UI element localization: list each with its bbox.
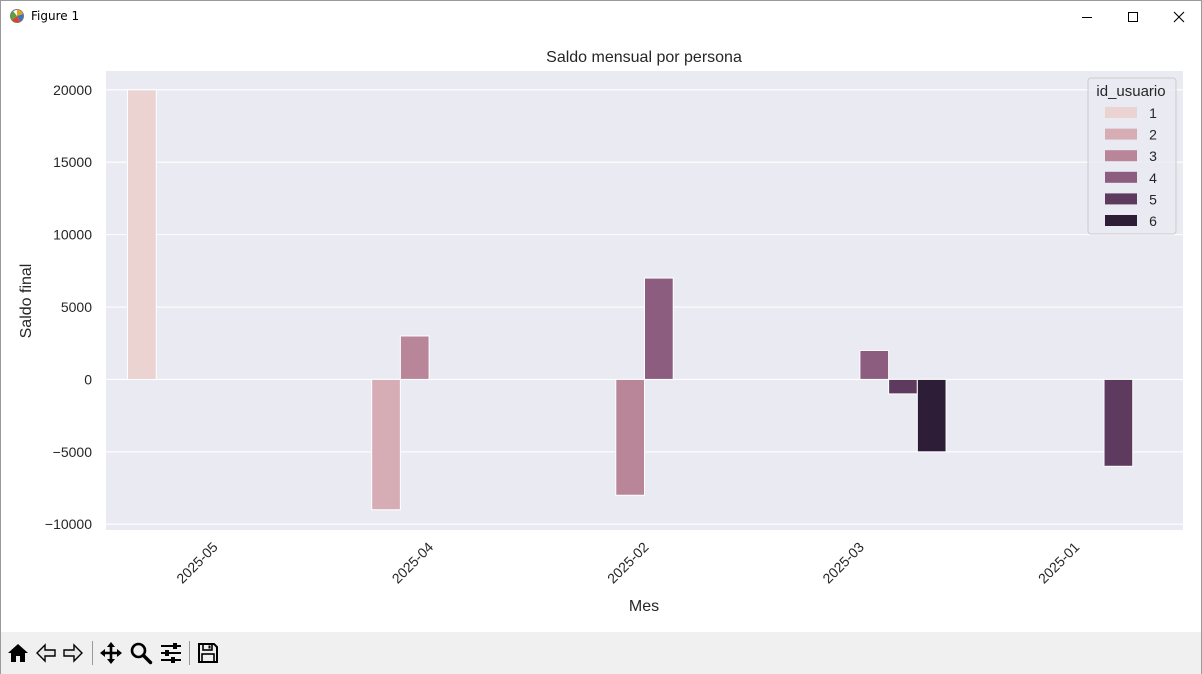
bar-2025-03-usuario-4: [859, 349, 890, 380]
bar-2025-01-usuario-5: [1103, 378, 1134, 467]
matplotlib-icon: [10, 9, 24, 23]
floppy-disk-icon: [198, 643, 218, 663]
bar-2025-04-usuario-2: [371, 378, 401, 511]
legend-swatch: [1105, 193, 1137, 205]
legend: id_usuario 1 2 3 4 5 6: [1087, 77, 1177, 235]
figure-canvas[interactable]: −10000 −5000 0 5000 10000 15000 20000 2025-05 2…: [1, 32, 1201, 632]
title-bar[interactable]: Figure 1: [1, 1, 1201, 32]
minimize-button[interactable]: [1064, 1, 1110, 32]
window-title: Figure 1: [31, 9, 80, 23]
legend-swatch: [1105, 107, 1137, 118]
chart-title: Saldo mensual por persona: [546, 49, 742, 66]
legend-swatch: [1105, 150, 1137, 162]
bar-2025-05-usuario-1: [127, 89, 157, 380]
bar-2025-03-usuario-6: [916, 378, 947, 453]
save-button[interactable]: [195, 640, 221, 666]
pan-button[interactable]: [98, 640, 124, 666]
forward-button[interactable]: [60, 640, 86, 666]
x-tick-label: 2025-02: [604, 539, 652, 587]
y-tick-label: −5000: [53, 444, 93, 460]
bar-2025-04-usuario-3: [399, 335, 430, 380]
y-axis-ticks: −10000 −5000 0 5000 10000 15000 20000: [45, 82, 92, 532]
legend-label: 5: [1149, 191, 1157, 207]
navigation-toolbar: [1, 632, 1201, 674]
legend-label: 4: [1149, 170, 1157, 186]
toolbar-separator: [92, 641, 93, 665]
toolbar-separator: [189, 641, 190, 665]
y-tick-label: 20000: [53, 82, 92, 98]
forward-arrow-icon: [63, 643, 83, 663]
bar-2025-03-usuario-5: [888, 378, 918, 395]
minimize-icon: [1082, 16, 1092, 18]
back-button[interactable]: [33, 640, 59, 666]
sliders-icon: [161, 643, 181, 663]
y-axis-label: Saldo final: [18, 264, 35, 339]
legend-label: 2: [1149, 127, 1157, 143]
configure-subplots-button[interactable]: [158, 640, 184, 666]
move-icon: [100, 642, 122, 664]
x-tick-label: 2025-01: [1035, 539, 1083, 587]
y-tick-label: 5000: [61, 299, 92, 315]
y-tick-label: 0: [84, 371, 92, 387]
bar-2025-02-usuario-3: [615, 378, 646, 496]
x-tick-label: 2025-05: [173, 539, 221, 587]
legend-label: 1: [1149, 105, 1157, 121]
legend-title: id_usuario: [1096, 83, 1165, 100]
bar-2025-02-usuario-4: [644, 277, 674, 380]
y-tick-label: 15000: [53, 154, 92, 170]
legend-swatch: [1105, 171, 1137, 183]
bars: [127, 89, 1134, 511]
x-axis-label: Mes: [629, 598, 659, 615]
maximize-icon: [1128, 11, 1138, 22]
maximize-button[interactable]: [1110, 1, 1156, 32]
x-tick-label: 2025-03: [819, 539, 867, 587]
x-axis-ticks: 2025-05 2025-04 2025-02 2025-03 2025-01: [173, 539, 1082, 587]
x-tick-label: 2025-04: [389, 539, 437, 587]
legend-swatch: [1105, 128, 1137, 140]
legend-label: 6: [1149, 213, 1157, 229]
legend-swatch: [1105, 215, 1137, 226]
close-icon: [1173, 11, 1185, 22]
legend-label: 3: [1149, 148, 1157, 164]
magnifier-icon: [130, 642, 153, 665]
back-arrow-icon: [36, 643, 56, 663]
y-tick-label: −10000: [45, 516, 92, 532]
y-tick-label: 10000: [53, 227, 92, 243]
zoom-button[interactable]: [128, 640, 154, 666]
home-button[interactable]: [5, 640, 31, 666]
home-icon: [8, 644, 28, 662]
close-button[interactable]: [1156, 1, 1202, 32]
